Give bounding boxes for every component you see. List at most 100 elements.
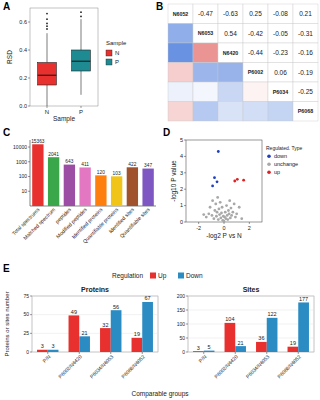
tick: [28, 50, 30, 51]
cell-label: P6034: [273, 89, 288, 95]
data-label: 411: [81, 162, 89, 167]
plot-area: [202, 150, 245, 222]
tick-label: P6068/N6052: [276, 353, 302, 379]
plot-area: [38, 11, 91, 106]
tick-label: 0.2: [19, 75, 27, 81]
cell: [293, 102, 318, 122]
cell: [218, 24, 243, 44]
data-label: 21: [238, 340, 244, 346]
outlier: [46, 28, 48, 30]
cell: [293, 24, 318, 44]
bar: [111, 176, 122, 206]
heat-cell: [193, 43, 218, 63]
data-label: 15363: [31, 139, 45, 144]
bar: [69, 315, 80, 352]
tick: [186, 338, 188, 339]
tick-label: 4: [180, 153, 183, 159]
grid-line: [32, 314, 158, 315]
cell: [293, 43, 318, 63]
legend-swatch: [267, 154, 271, 158]
data-label: 2041: [48, 152, 59, 157]
tick-label: P/N: [197, 353, 207, 363]
tick: [30, 296, 32, 297]
grid-line: [188, 310, 314, 311]
data-label: 67: [145, 295, 151, 301]
data-label: 103: [113, 171, 121, 176]
legend-swatch: [106, 59, 112, 65]
bar: [142, 302, 153, 352]
cell: [293, 63, 318, 83]
tick-label: P/N: [41, 353, 51, 363]
legend-swatch: [267, 170, 271, 174]
point: [217, 218, 220, 221]
point: [238, 206, 241, 209]
plot-area: [193, 302, 309, 352]
cell: [268, 4, 293, 24]
tick: [28, 78, 30, 79]
point: [224, 211, 227, 214]
legend-swatch: [178, 273, 184, 279]
cell-label: N6420: [223, 50, 239, 56]
data-label: 643: [65, 159, 73, 164]
bar: [100, 328, 111, 352]
bar: [79, 167, 90, 206]
point: [209, 206, 212, 209]
point: [218, 207, 221, 210]
axis-title: -log2 P vs N: [206, 232, 242, 240]
tick-label: 0.4: [19, 47, 27, 53]
cell-label: N6053: [198, 30, 214, 36]
tick-label: 50: [23, 311, 29, 317]
tick-label: P6034/N6053: [245, 353, 271, 379]
cell: [243, 63, 268, 83]
data-label: 177: [299, 296, 308, 302]
tick-label: 0: [26, 349, 29, 355]
tick-label: 0: [180, 219, 183, 225]
data-label: 49: [71, 309, 77, 315]
subplot-title: Proteins: [81, 286, 109, 293]
point: [230, 207, 233, 210]
bar: [95, 175, 106, 206]
point: [211, 199, 214, 202]
grid-line: [32, 296, 158, 297]
bar: [235, 346, 246, 352]
cell-label: P6068: [298, 108, 313, 114]
cell: [268, 43, 293, 63]
cell-value: 0.06: [274, 69, 287, 76]
point: [215, 215, 218, 218]
point: [235, 212, 238, 215]
legend-label: down: [274, 153, 287, 159]
axis-title: Proteins or sites number: [4, 291, 10, 356]
tick: [30, 333, 32, 334]
cell-value: 0.21: [299, 10, 312, 17]
data-label: 21: [82, 330, 88, 336]
cell: [243, 43, 268, 63]
point: [219, 201, 222, 204]
bar: [225, 323, 236, 352]
data-label: 36: [258, 335, 264, 341]
tick-label: P6002/N6420: [57, 353, 83, 379]
plot-area: [32, 144, 154, 206]
cell: [268, 82, 293, 102]
data-label: 5: [208, 344, 211, 350]
point: [227, 209, 230, 212]
axis-title: -log10 P value: [170, 160, 178, 202]
cell: [168, 4, 193, 24]
data-label: 104: [225, 316, 234, 322]
bar: [288, 347, 299, 352]
panel-label: B: [156, 1, 163, 12]
point: [233, 180, 236, 183]
legend-label: unchange: [274, 161, 298, 167]
legend-label: P: [115, 59, 119, 65]
tick-label: 100: [177, 321, 186, 327]
point: [236, 178, 239, 181]
axis-line: [30, 140, 31, 206]
plot-frame: [186, 140, 262, 222]
bar: [79, 336, 90, 352]
data-label: 120: [97, 170, 105, 175]
tick-label: 2: [248, 225, 251, 231]
tick: [186, 310, 188, 311]
cell-value: -0.25: [298, 88, 313, 95]
tick-label: 50: [179, 335, 185, 341]
point: [219, 217, 222, 220]
tick-label: P6002/N6420: [213, 353, 239, 379]
